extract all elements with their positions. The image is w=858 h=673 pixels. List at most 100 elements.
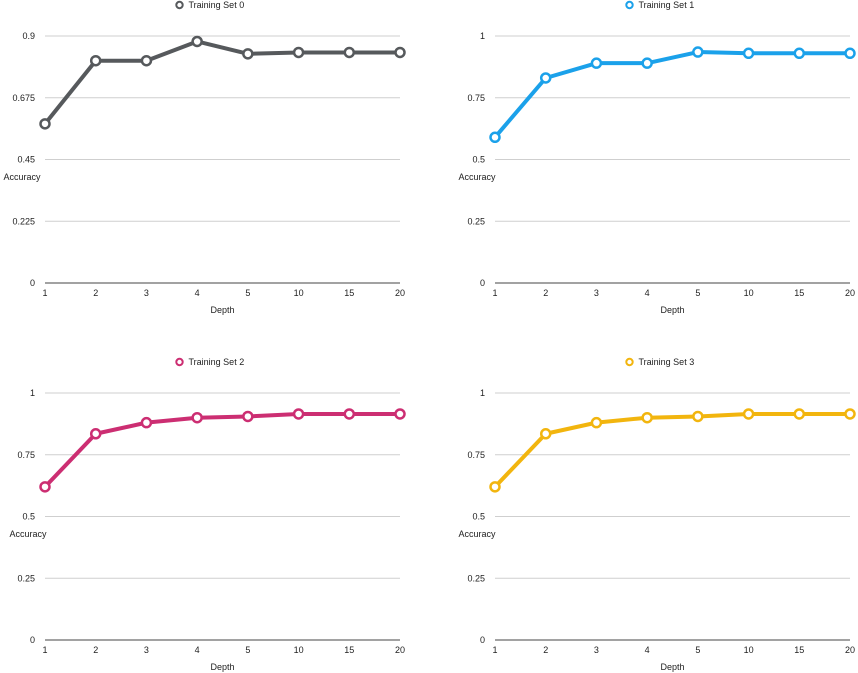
x-tick-label: 2 <box>93 288 98 298</box>
data-point <box>539 428 552 440</box>
series-line <box>43 411 402 489</box>
y-tick-label: 0.5 <box>472 155 485 165</box>
x-tick-label: 5 <box>245 288 250 298</box>
data-point <box>641 57 653 69</box>
y-tick-label: 1 <box>30 388 35 398</box>
y-axis-label: Accuracy <box>458 529 496 539</box>
y-tick-label: 0.75 <box>17 450 35 460</box>
data-point <box>844 47 856 60</box>
x-tick-label: 20 <box>845 645 855 655</box>
data-point <box>793 47 806 60</box>
series-line <box>43 39 402 126</box>
data-point <box>489 131 501 144</box>
x-tick-label: 3 <box>594 645 599 655</box>
x-tick-label: 15 <box>344 645 354 655</box>
x-axis-label: Depth <box>660 662 684 672</box>
x-tick-label: 1 <box>492 645 497 655</box>
data-point <box>292 408 305 420</box>
series-line <box>493 411 852 489</box>
x-tick-label: 2 <box>543 288 548 298</box>
y-tick-label: 0 <box>480 278 485 288</box>
legend-marker <box>625 357 634 367</box>
x-tick-label: 4 <box>645 645 650 655</box>
y-tick-label: 0.225 <box>12 216 35 226</box>
x-tick-label: 1 <box>42 288 47 298</box>
y-axis-label: Accuracy <box>3 172 41 182</box>
y-tick-label: 0.675 <box>12 93 35 103</box>
data-point <box>489 481 501 493</box>
y-tick-label: 0 <box>30 635 35 645</box>
y-tick-label: 0.25 <box>467 216 485 226</box>
data-point <box>89 428 102 440</box>
data-point <box>140 416 153 429</box>
legend-marker <box>175 357 184 367</box>
x-tick-label: 20 <box>395 288 405 298</box>
data-point <box>394 46 406 59</box>
series-line <box>493 50 852 140</box>
x-tick-label: 10 <box>744 645 754 655</box>
x-tick-label: 5 <box>245 645 250 655</box>
x-tick-label: 3 <box>594 288 599 298</box>
data-point <box>39 481 51 493</box>
x-tick-label: 15 <box>794 288 804 298</box>
x-tick-label: 3 <box>144 288 149 298</box>
chart-panel-2: 0 0.25 0.5 0.75 1 Accuracy 1 2 3 4 5 10 15 20 Depth Tra… <box>9 357 406 672</box>
x-tick-label: 1 <box>42 645 47 655</box>
y-tick-label: 1 <box>480 388 485 398</box>
y-tick-label: 0.75 <box>467 450 485 460</box>
y-tick-label: 0.9 <box>22 31 35 41</box>
x-tick-label: 10 <box>294 288 304 298</box>
data-point <box>641 411 653 424</box>
legend-marker <box>625 0 634 10</box>
data-point <box>343 46 356 59</box>
y-tick-label: 0 <box>480 635 485 645</box>
chart-panel-3: 0 0.25 0.5 0.75 1 Accuracy 1 2 3 4 5 10 15 20 Depth Tra… <box>458 357 856 672</box>
x-axis-label: Depth <box>210 662 234 672</box>
legend-marker <box>175 0 184 10</box>
data-point <box>242 48 254 60</box>
data-point <box>793 408 806 420</box>
data-point <box>242 410 254 423</box>
y-tick-label: 0.5 <box>22 512 35 522</box>
x-axis-label: Depth <box>210 305 234 315</box>
y-tick-label: 0.25 <box>17 573 35 583</box>
x-tick-label: 20 <box>845 288 855 298</box>
data-point <box>89 54 102 67</box>
data-point <box>191 35 203 48</box>
data-point <box>742 408 755 420</box>
x-tick-label: 3 <box>144 645 149 655</box>
data-point <box>692 410 704 423</box>
x-tick-label: 5 <box>695 288 700 298</box>
x-tick-label: 4 <box>195 645 200 655</box>
legend-label: Training Set 2 <box>189 357 245 367</box>
x-tick-label: 15 <box>344 288 354 298</box>
x-tick-label: 2 <box>93 645 98 655</box>
chart-panel-1: 0 0.25 0.5 0.75 1 Accuracy 1 2 3 4 5 10 15 20 Depth Tra… <box>458 0 856 315</box>
y-axis-label: Accuracy <box>9 529 47 539</box>
x-axis-label: Depth <box>660 305 684 315</box>
data-point <box>140 54 153 67</box>
y-tick-label: 1 <box>480 31 485 41</box>
x-tick-label: 15 <box>794 645 804 655</box>
y-tick-label: 0.5 <box>472 512 485 522</box>
chart-panel-0: 0 0.225 0.45 0.675 0.9 Accuracy 1 2 3 4 5 10 15 20 Dep… <box>3 0 406 315</box>
x-tick-label: 4 <box>645 288 650 298</box>
data-point <box>590 57 603 69</box>
data-point <box>692 46 704 58</box>
x-tick-label: 10 <box>294 645 304 655</box>
y-tick-label: 0.45 <box>17 155 35 165</box>
y-tick-label: 0 <box>30 278 35 288</box>
data-point <box>39 118 51 130</box>
x-tick-label: 5 <box>695 645 700 655</box>
legend-label: Training Set 0 <box>189 0 245 10</box>
legend-label: Training Set 3 <box>639 357 695 367</box>
x-tick-label: 2 <box>543 645 548 655</box>
legend-label: Training Set 1 <box>639 0 695 10</box>
x-tick-label: 4 <box>195 288 200 298</box>
y-tick-label: 0.75 <box>467 93 485 103</box>
x-tick-label: 10 <box>744 288 754 298</box>
data-point <box>539 72 552 84</box>
data-point <box>292 46 305 59</box>
data-point <box>590 416 603 429</box>
